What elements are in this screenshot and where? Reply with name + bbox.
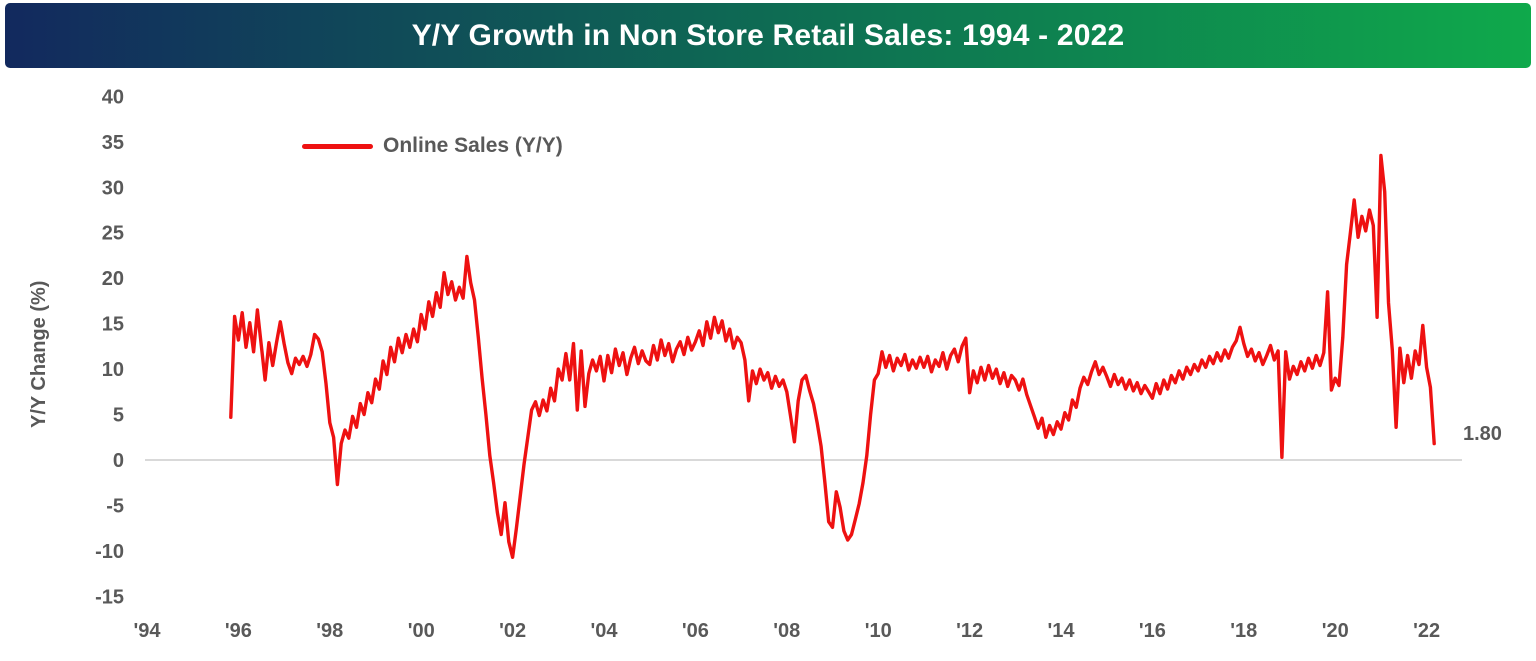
x-tick-label: '22 [1413,620,1440,642]
y-tick-label: 5 [113,405,124,427]
x-tick-label: '14 [1047,620,1075,642]
chart-title: Y/Y Growth in Non Store Retail Sales: 19… [411,18,1125,52]
x-tick-label: '96 [225,620,252,642]
y-tick-label: 30 [102,177,124,199]
x-tick-label: '16 [1139,620,1166,642]
y-tick-label: -15 [95,586,124,608]
y-tick-label: 15 [102,314,124,336]
y-tick-label: 20 [102,268,124,290]
y-tick-label: 35 [102,132,124,154]
title-banner: Y/Y Growth in Non Store Retail Sales: 19… [5,3,1531,68]
x-tick-label: '06 [682,620,709,642]
x-tick-label: '04 [590,620,618,642]
y-axis-title: Y/Y Change (%) [28,280,50,429]
x-tick-label: '02 [499,620,526,642]
x-tick-label: '12 [956,620,983,642]
x-tick-label: '20 [1322,620,1349,642]
x-tick-label: '94 [133,620,161,642]
y-tick-label: 40 [102,86,124,108]
y-tick-label: -5 [106,496,124,518]
legend-label: Online Sales (Y/Y) [383,134,563,157]
x-tick-label: '18 [1230,620,1257,642]
x-tick-label: '10 [865,620,892,642]
x-tick-label: '08 [773,620,800,642]
x-tick-label: '98 [316,620,343,642]
last-value-label: 1.80 [1463,423,1502,445]
y-tick-label: -10 [95,541,124,563]
x-tick-label: '00 [408,620,435,642]
y-tick-label: 25 [102,223,124,245]
online-sales-line [229,153,1436,559]
y-tick-label: 10 [102,359,124,381]
legend: Online Sales (Y/Y) [302,134,563,158]
y-tick-label: 0 [113,450,124,472]
legend-line-swatch [302,143,373,149]
